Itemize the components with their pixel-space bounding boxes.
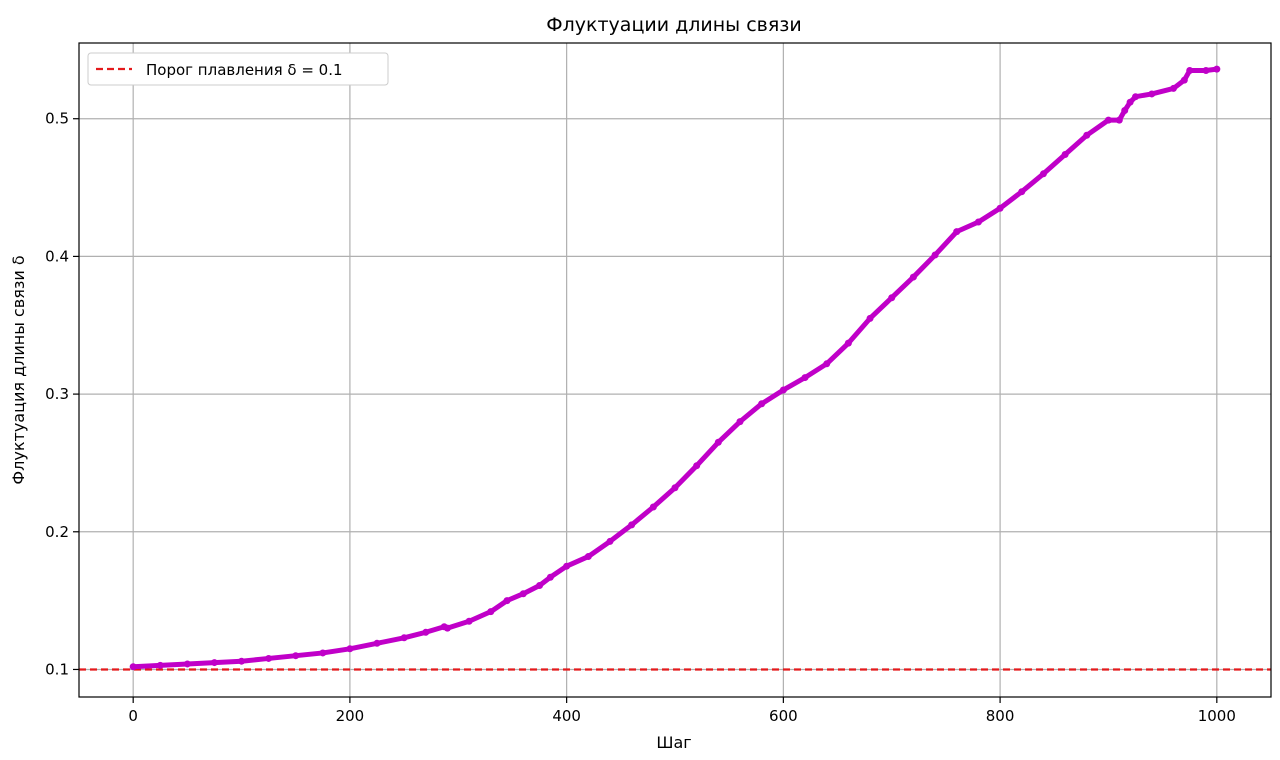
data-point bbox=[1169, 84, 1177, 92]
data-point bbox=[346, 645, 354, 653]
x-axis-label: Шаг bbox=[656, 733, 691, 752]
data-point bbox=[801, 374, 809, 382]
data-point bbox=[974, 218, 982, 226]
data-point bbox=[758, 400, 766, 408]
data-point bbox=[1104, 116, 1112, 124]
data-point bbox=[1018, 188, 1026, 196]
data-point bbox=[1083, 131, 1091, 139]
data-point bbox=[1213, 65, 1221, 73]
x-tick-label: 0 bbox=[128, 707, 138, 725]
data-point bbox=[888, 294, 896, 302]
data-point bbox=[129, 663, 137, 671]
plot-frame bbox=[78, 42, 1272, 698]
data-point bbox=[1148, 90, 1156, 98]
data-point bbox=[866, 314, 874, 322]
data-point bbox=[503, 597, 511, 605]
x-tick-label: 200 bbox=[336, 707, 365, 725]
data-point bbox=[156, 661, 164, 669]
x-tick-label: 600 bbox=[769, 707, 798, 725]
data-point bbox=[465, 617, 473, 625]
data-point bbox=[183, 660, 191, 668]
data-point bbox=[1180, 76, 1188, 84]
data-point bbox=[519, 590, 527, 598]
x-axis-ticks: 0 200 400 600 800 1000 bbox=[128, 697, 1236, 725]
data-point bbox=[373, 639, 381, 647]
data-point bbox=[779, 386, 787, 394]
data-point bbox=[1115, 116, 1123, 124]
data-point bbox=[931, 251, 939, 259]
data-point bbox=[953, 228, 961, 236]
data-point bbox=[909, 273, 917, 281]
y-tick-label: 0.5 bbox=[45, 110, 69, 128]
data-point bbox=[1061, 151, 1069, 159]
y-axis-ticks: 0.1 0.2 0.3 0.4 0.5 bbox=[45, 110, 79, 678]
data-point bbox=[546, 573, 554, 581]
data-point bbox=[1186, 67, 1194, 75]
data-point bbox=[1121, 106, 1129, 114]
data-point bbox=[584, 553, 592, 561]
data-point bbox=[1126, 98, 1134, 106]
y-tick-label: 0.2 bbox=[45, 523, 69, 541]
legend-label-threshold: Порог плавления δ = 0.1 bbox=[146, 61, 343, 79]
data-point bbox=[536, 581, 544, 589]
data-point bbox=[996, 204, 1004, 212]
y-tick-label: 0.4 bbox=[45, 247, 69, 265]
data-point bbox=[400, 634, 408, 642]
x-tick-label: 400 bbox=[552, 707, 581, 725]
x-tick-label: 1000 bbox=[1198, 707, 1236, 725]
data-point bbox=[292, 652, 300, 660]
data-point bbox=[210, 659, 218, 667]
y-axis-label: Флуктуация длины связи δ bbox=[9, 255, 28, 484]
series-group bbox=[129, 65, 1221, 671]
y-tick-label: 0.3 bbox=[45, 385, 69, 403]
data-point bbox=[422, 628, 430, 636]
data-point bbox=[671, 484, 679, 492]
data-point bbox=[238, 657, 246, 665]
data-point bbox=[443, 624, 451, 632]
data-point bbox=[628, 521, 636, 529]
data-point bbox=[823, 360, 831, 368]
data-point bbox=[319, 649, 327, 657]
y-tick-label: 0.1 bbox=[45, 660, 69, 678]
chart-title: Флуктуации длины связи bbox=[546, 14, 801, 36]
data-point bbox=[714, 438, 722, 446]
data-point bbox=[844, 339, 852, 347]
x-tick-label: 800 bbox=[986, 707, 1015, 725]
data-point bbox=[1039, 170, 1047, 178]
legend-box bbox=[87, 52, 389, 86]
data-point bbox=[1132, 93, 1140, 101]
data-point bbox=[563, 562, 571, 570]
data-point bbox=[649, 503, 657, 511]
legend: Порог плавления δ = 0.1 bbox=[87, 52, 389, 86]
data-point bbox=[1202, 67, 1210, 75]
data-point bbox=[693, 462, 701, 470]
data-point bbox=[736, 418, 744, 426]
data-point bbox=[265, 654, 273, 662]
data-point bbox=[606, 537, 614, 545]
data-point bbox=[487, 608, 495, 616]
